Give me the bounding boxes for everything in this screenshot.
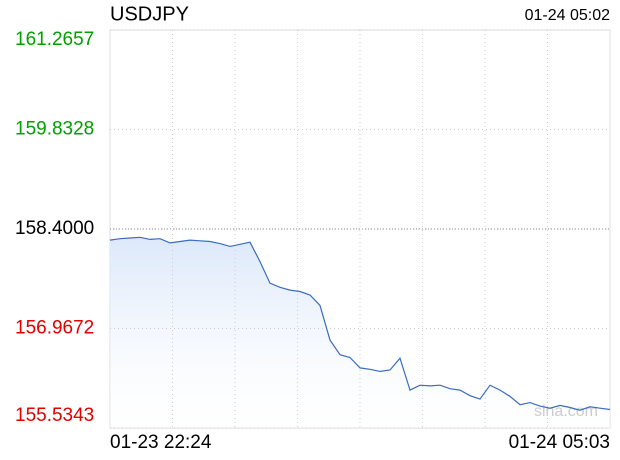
y-tick-label: 158.4000 (15, 218, 94, 239)
y-tick-label: 155.5343 (15, 405, 94, 426)
x-tick-label: 01-23 22:24 (110, 432, 212, 453)
price-line (109, 236, 611, 411)
area-fill (110, 237, 610, 428)
watermark: sina.com (534, 403, 598, 420)
chart-title: USDJPY (110, 3, 189, 25)
timestamp: 01-24 05:02 (525, 7, 611, 24)
x-tick-label: 01-24 05:03 (509, 432, 610, 453)
y-tick-label: 156.9672 (15, 318, 94, 339)
y-tick-label: 161.2657 (15, 29, 94, 50)
y-tick-label: 159.8328 (15, 119, 94, 140)
